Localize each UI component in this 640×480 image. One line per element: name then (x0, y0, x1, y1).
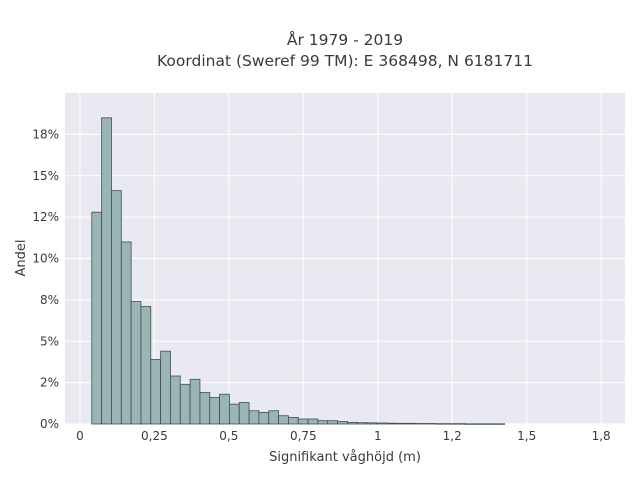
histogram-bar (356, 422, 368, 425)
x-tick-label: 0,75 (290, 429, 317, 443)
histogram-bar (445, 423, 456, 425)
histogram-bar (268, 410, 279, 425)
histogram-bar (337, 421, 348, 425)
chart-subtitle: Koordinat (Sweref 99 TM): E 368498, N 61… (157, 52, 533, 70)
histogram-bar (464, 423, 476, 425)
histogram-bar (209, 397, 220, 425)
y-tick-label: 2% (40, 376, 59, 390)
histogram-bar (258, 412, 270, 425)
x-tick-label: 1 (374, 429, 382, 443)
histogram-bar (415, 423, 427, 425)
histogram-bar (199, 392, 211, 425)
chart-title: År 1979 - 2019 (287, 30, 403, 49)
histogram-bar (307, 418, 319, 425)
histogram-bar (248, 410, 260, 425)
histogram-bar (327, 420, 338, 425)
histogram-bar (376, 422, 388, 425)
histogram-bar (140, 306, 152, 425)
x-tick-label: 0,25 (141, 429, 168, 443)
histogram-bar (366, 422, 378, 425)
histogram-bar (150, 359, 162, 425)
histogram-bar (425, 423, 437, 425)
x-tick-label: 1,2 (443, 429, 462, 443)
histogram-bar (91, 211, 103, 425)
y-tick-label: 18% (32, 127, 59, 141)
y-tick-label: 8% (40, 293, 59, 307)
histogram-bar (494, 423, 506, 425)
histogram-bar (288, 416, 299, 425)
histogram-bar (189, 378, 201, 425)
x-tick-label: 0 (76, 429, 84, 443)
y-tick-label: 5% (40, 334, 59, 348)
y-tick-label: 12% (32, 210, 59, 224)
histogram-bar (435, 423, 447, 425)
histogram-bar (219, 393, 230, 425)
x-axis-label: Signifikant våghöjd (m) (269, 450, 421, 465)
histogram-bar (484, 423, 496, 425)
histogram-bar (297, 418, 309, 425)
histogram-bar (101, 117, 112, 425)
histogram-bar (170, 375, 181, 425)
histogram-bar (238, 402, 250, 425)
histogram-bar (396, 422, 407, 425)
histogram-bar (346, 421, 358, 425)
histogram-bar (474, 423, 486, 425)
histogram-bar (111, 190, 122, 425)
histogram-bar (130, 301, 142, 425)
histogram-bar (229, 403, 240, 425)
histogram-bar (160, 350, 171, 425)
y-tick-label: 0% (40, 417, 59, 431)
histogram-bar (317, 420, 329, 425)
x-tick-label: 1,5 (517, 429, 536, 443)
y-axis-label: Andel (14, 240, 29, 277)
histogram-bar (455, 423, 466, 425)
x-tick-labels: 0 0,25 0,5 0,75 1 1,2 1,5 1,8 (76, 429, 611, 443)
histogram-bar (179, 383, 191, 425)
histogram-bar (120, 241, 132, 425)
x-tick-label: 1,8 (592, 429, 611, 443)
bars (91, 117, 506, 425)
y-tick-label: 10% (32, 252, 59, 266)
histogram-bar (278, 415, 289, 425)
x-tick-label: 0,5 (219, 429, 238, 443)
y-tick-labels: 0% 2% 5% 8% 10% 12% 15% 18% (32, 127, 59, 431)
y-tick-label: 15% (32, 169, 59, 183)
histogram-bar (386, 422, 397, 425)
histogram-bar (405, 422, 417, 425)
